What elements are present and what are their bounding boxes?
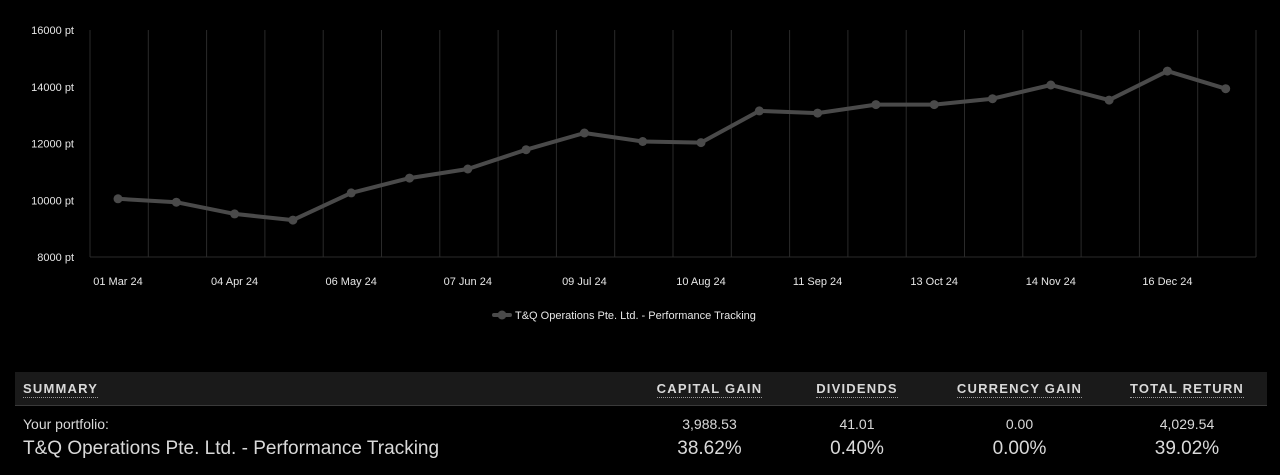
percent-capital-gain: 38.62% <box>677 438 742 459</box>
y-tick-label: 8000 pt <box>37 252 74 264</box>
data-point[interactable] <box>288 215 298 225</box>
portfolio-capital-gain: 3,988.53 <box>682 416 737 432</box>
x-tick-label: 01 Mar 24 <box>93 276 143 288</box>
data-point[interactable] <box>346 188 356 198</box>
data-point[interactable] <box>988 94 997 104</box>
summary-header-row: SUMMARY CAPITAL GAIN DIVIDENDS CURRENCY … <box>15 372 1267 406</box>
portfolio-currency-gain: 0.00 <box>1005 416 1034 432</box>
data-point[interactable] <box>463 164 473 174</box>
percent-dividends: 0.40% <box>830 438 884 459</box>
dividends-header[interactable]: DIVIDENDS <box>816 381 898 398</box>
data-point[interactable] <box>405 173 414 183</box>
data-point[interactable] <box>638 137 648 146</box>
data-point[interactable] <box>813 108 823 118</box>
data-point[interactable] <box>1046 80 1056 90</box>
percent-total-return: 39.02% <box>1154 438 1220 459</box>
percent-currency-gain: 0.00% <box>992 438 1047 459</box>
data-point[interactable] <box>1221 84 1231 94</box>
x-tick-label: 11 Sep 24 <box>793 276 842 288</box>
data-point[interactable] <box>230 209 240 219</box>
currency-gain-header[interactable]: CURRENCY GAIN <box>956 381 1083 398</box>
data-point[interactable] <box>171 197 181 207</box>
portfolio-row-label: Your portfolio: <box>23 416 109 432</box>
data-point[interactable] <box>1104 95 1114 105</box>
series-line <box>116 69 1228 223</box>
portfolio-total-return: 4,029.54 <box>1159 416 1215 432</box>
x-tick-label: 14 Nov 24 <box>1026 276 1076 288</box>
y-tick-label: 10000 pt <box>31 195 74 207</box>
x-tick-label: 06 May 24 <box>326 276 377 288</box>
total-return-header[interactable]: TOTAL RETURN <box>1129 381 1245 398</box>
x-tick-label: 16 Dec 24 <box>1142 276 1192 288</box>
x-tick-label: 09 Jul 24 <box>562 276 607 288</box>
summary-table: SUMMARY CAPITAL GAIN DIVIDENDS CURRENCY … <box>15 372 1267 461</box>
x-tick-label: 10 Aug 24 <box>676 276 726 288</box>
data-point[interactable] <box>1162 66 1172 76</box>
summary-header-label: SUMMARY <box>23 381 99 398</box>
x-tick-label: 13 Oct 24 <box>910 276 958 288</box>
performance-chart: 8000 pt 10000 pt 12000 pt 14000 pt 16000 pt … <box>31 25 1257 322</box>
data-point[interactable] <box>696 138 706 148</box>
data-point[interactable] <box>929 100 939 110</box>
x-tick-label: 07 Jun 24 <box>444 276 492 288</box>
percent-row-label: T&Q Operations Pte. Ltd. - Performance T… <box>23 438 440 459</box>
legend-label[interactable]: T&Q Operations Pte. Ltd. - Performance T… <box>515 310 756 322</box>
y-tick-label: 14000 pt <box>31 82 74 94</box>
data-point[interactable] <box>521 145 531 155</box>
portfolio-row: Your portfolio: 3,988.53 41.01 0.00 4,02… <box>15 411 1267 437</box>
y-tick-label: 12000 pt <box>31 139 74 151</box>
portfolio-dividends: 41.01 <box>839 416 875 432</box>
legend-marker-icon <box>497 310 507 320</box>
data-point[interactable] <box>113 194 123 204</box>
data-point[interactable] <box>871 100 881 110</box>
percent-row: T&Q Operations Pte. Ltd. - Performance T… <box>15 437 1267 461</box>
capital-gain-header[interactable]: CAPITAL GAIN <box>656 381 763 398</box>
data-point[interactable] <box>754 106 764 116</box>
x-tick-label: 04 Apr 24 <box>211 276 258 288</box>
y-tick-label: 16000 pt <box>31 25 74 37</box>
data-point[interactable] <box>579 128 589 138</box>
